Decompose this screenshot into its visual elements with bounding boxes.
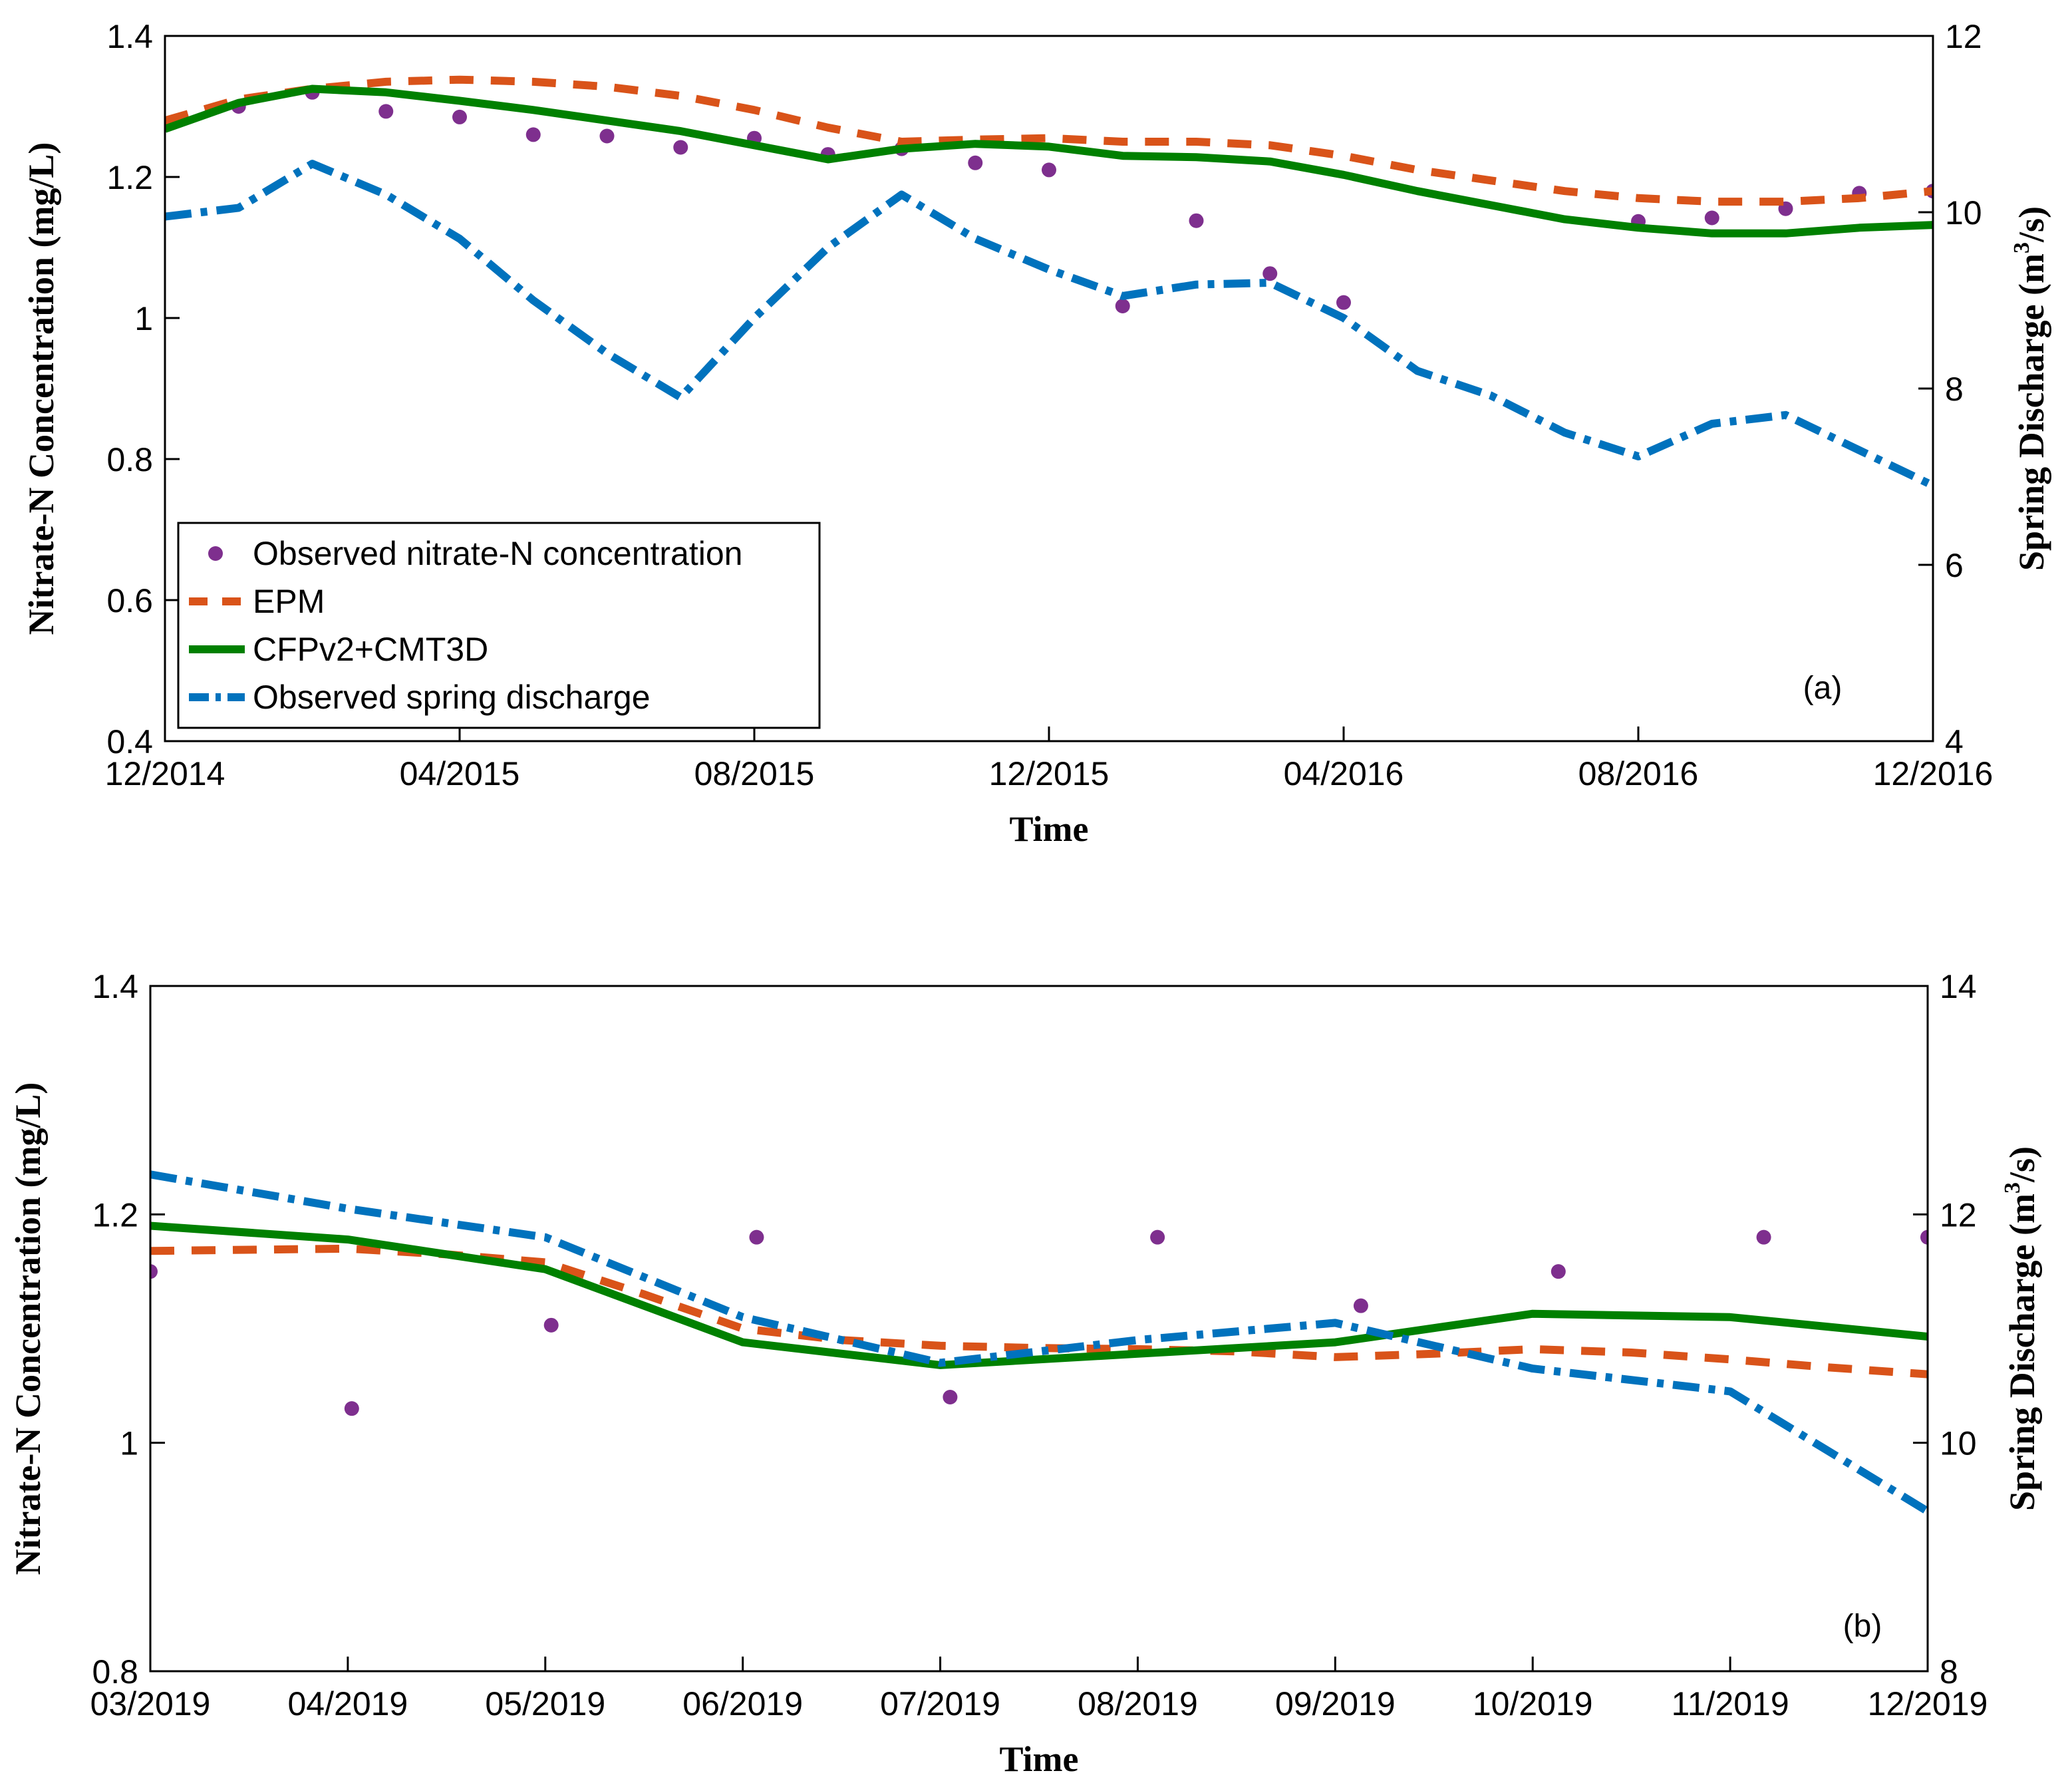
plot-area [150,1170,1928,1515]
x-tick-label: 08/2016 [1578,755,1699,792]
panel-a-chart: 12/2014 04/2015 08/2015 12/2015 04/2016 08/20… [21,18,2051,849]
x-tick-label: 04/2015 [400,755,520,792]
observed-nitrate-point [1189,213,1204,228]
y-right-axis-label: Spring Discharge (m3/s) [2009,206,2051,571]
x-tick-label: 12/2016 [1873,755,1994,792]
y-right-tick-label: 14 [1940,968,1977,1005]
observed-nitrate-point [943,1390,958,1404]
y-left-tick-label: 1 [120,1425,138,1462]
discharge-line [165,160,1933,490]
axes-frame [149,985,1929,1673]
observed-nitrate-point [1042,162,1056,178]
x-axis-label: Time [1010,809,1089,849]
observed-nitrate-point [1150,1229,1165,1245]
x-tick-label: 03/2019 [90,1685,211,1722]
panel-label: (b) [1843,1609,1882,1644]
y-left-tick-label: 1 [134,300,153,337]
epm-line [165,75,1933,206]
y-left-tick-label: 1.4 [92,968,138,1005]
legend-label-discharge: Observed spring discharge [253,679,651,716]
legend-label-observed-nitrate: Observed nitrate-N concentration [253,535,742,572]
observed-nitrate-point [1353,1298,1368,1313]
x-tick-label: 07/2019 [880,1685,1000,1722]
y-right-label-sup: 3 [2009,242,2034,253]
observed-nitrate-point [968,155,983,170]
panel-label: (a) [1803,671,1843,706]
x-tick-label: 08/2015 [694,755,815,792]
x-tick-label: 08/2019 [1078,1685,1198,1722]
observed-nitrate-point [543,1317,559,1333]
y-left-tick-label: 0.8 [106,441,153,478]
y-left-tick-label: 1.2 [92,1196,138,1233]
observed-nitrate-point [150,1264,158,1279]
y-right-tick-label: 8 [1940,1653,1958,1691]
x-tick-label: 12/2019 [1868,1685,1988,1722]
legend: Observed nitrate-N concentration EPM CFPv2… [177,522,821,729]
y-right-tick-label: 12 [1945,18,1982,55]
x-axis-label: Time [1000,1739,1079,1779]
cfp-line [165,84,1933,238]
observed-nitrate-point [1704,210,1719,226]
x-tick-label: 04/2016 [1284,755,1404,792]
panel-b-chart: 03/2019 04/2019 05/2019 06/2019 07/2019 08/20… [8,968,2042,1779]
legend-label-cfp: CFPv2+CMT3D [253,631,488,668]
y-right-label-prefix: Spring Discharge (m [2002,1194,2042,1511]
observed-nitrate-point [1336,295,1351,310]
x-tick-label: 06/2019 [682,1685,803,1722]
observed-nitrate-point [1262,266,1278,281]
y-left-axis-label: Nitrate-N Concentration (mg/L) [8,1082,48,1575]
x-tick-label: 11/2019 [1672,1685,1789,1722]
y-right-label-suffix: /s) [2002,1146,2042,1183]
observed-nitrate-point [1756,1229,1771,1245]
legend-marker-observed-nitrate [208,546,223,561]
x-tick-label: 12/2014 [105,755,225,792]
observed-nitrate-point [525,127,541,142]
observed-nitrate-point [378,104,394,119]
y-right-tick-label: 6 [1945,547,1964,584]
y-right-tick-label: 8 [1945,371,1964,408]
y-right-label-suffix: /s) [2011,206,2051,243]
observed-nitrate-point [452,109,467,124]
y-left-tick-label: 1.4 [106,18,153,55]
observed-nitrate-point [749,1229,764,1245]
observed-nitrate-point [1920,1229,1928,1245]
y-left-tick-label: 0.8 [92,1653,138,1691]
legend-label-epm: EPM [253,583,325,620]
x-tick-label: 12/2015 [989,755,1110,792]
legend-box [177,522,821,729]
observed-nitrate-point [344,1401,359,1416]
y-right-label-sup: 3 [2000,1182,2025,1194]
y-right-tick-label: 10 [1940,1425,1977,1462]
cfp-line [150,1221,1928,1369]
x-tick-label: 10/2019 [1473,1685,1593,1722]
discharge-line [150,1170,1928,1515]
x-tick-label: 09/2019 [1275,1685,1396,1722]
y-right-label-prefix: Spring Discharge (m [2011,253,2051,571]
plot-area [165,75,1933,490]
x-tick-label: 04/2019 [288,1685,408,1722]
observed-nitrate-point [673,140,688,155]
y-left-tick-label: 1.2 [106,159,153,196]
y-right-tick-label: 10 [1945,194,1982,232]
y-right-axis-label: Spring Discharge (m3/s) [2000,1146,2042,1511]
y-left-axis-label: Nitrate-N Concentration (mg/L) [21,142,61,635]
y-left-tick-label: 0.6 [106,582,153,619]
y-left-tick-label: 0.4 [106,723,153,760]
y-right-tick-label: 12 [1940,1196,1977,1233]
observed-nitrate-point [599,128,615,144]
observed-nitrate-point [1551,1264,1566,1279]
x-tick-label: 05/2019 [485,1685,605,1722]
observed-nitrate-point [1115,298,1130,313]
y-right-tick-label: 4 [1945,723,1964,760]
